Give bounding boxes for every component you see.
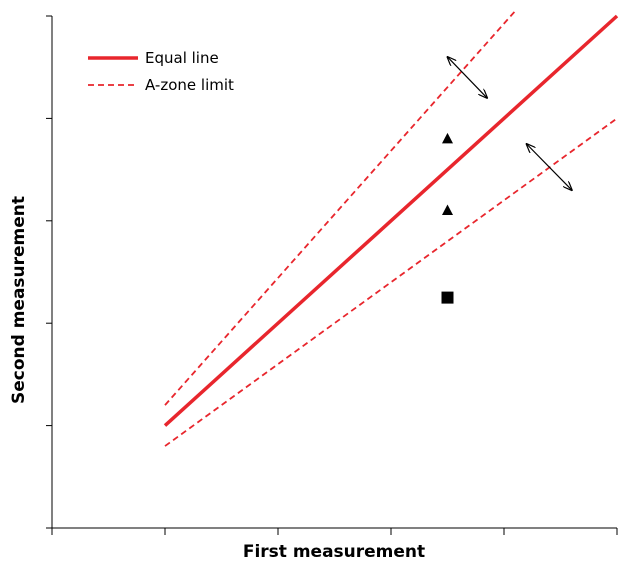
triangle-marker: [442, 204, 453, 216]
legend-label: Equal line: [145, 49, 219, 67]
double-arrow: [527, 144, 572, 190]
double-arrow: [448, 57, 488, 98]
legend-label: A-zone limit: [145, 76, 234, 94]
a-zone-limit-line-upper: [164, 10, 516, 406]
marker-layer: [441, 132, 454, 304]
axes: [46, 15, 618, 535]
triangle-marker: [442, 132, 453, 144]
arrow-layer: [448, 57, 572, 190]
x-axis-label: First measurement: [243, 542, 425, 562]
legend: Equal line A-zone limit: [88, 49, 234, 94]
equal-line: [163, 14, 619, 427]
y-axis-label: Second measurement: [9, 196, 29, 404]
square-marker: [441, 291, 454, 304]
